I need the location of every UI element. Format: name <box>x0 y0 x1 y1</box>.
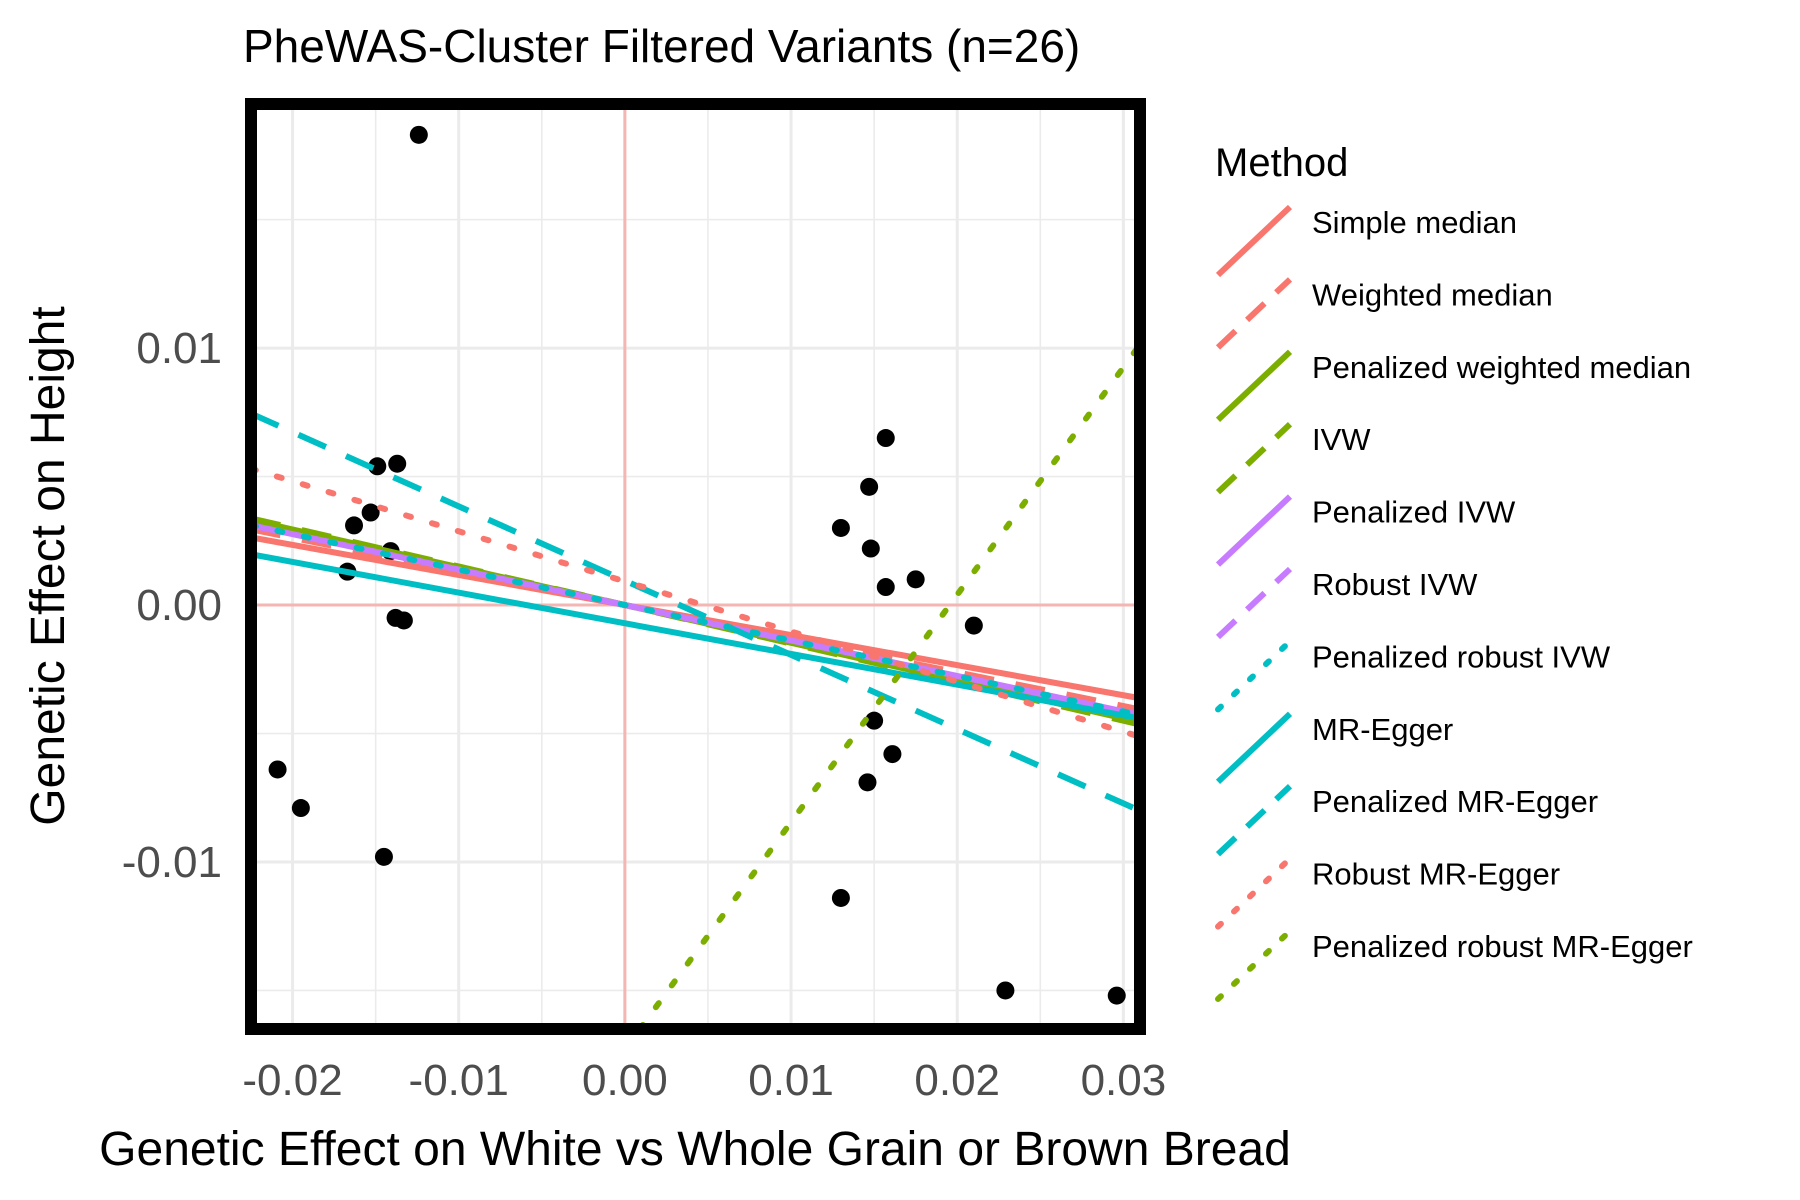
legend-item: Simple median <box>1215 204 1517 278</box>
legend-key <box>1215 494 1293 567</box>
fit-lines <box>248 341 1143 1032</box>
legend-key <box>1215 204 1293 278</box>
data-point <box>394 611 413 630</box>
y-tick-label: -0.01 <box>122 838 222 887</box>
fit-line-weighted-median <box>250 526 1141 713</box>
data-point <box>831 888 850 907</box>
x-tick-label: -0.01 <box>409 1056 509 1105</box>
legend-label: Penalized robust IVW <box>1312 639 1611 674</box>
legend-item: Penalized MR-Egger <box>1215 784 1598 857</box>
data-point <box>268 760 287 779</box>
data-point <box>345 516 364 535</box>
data-point <box>865 711 884 730</box>
data-point <box>860 477 879 496</box>
legend: Method Simple median Weighted median Penal… <box>1215 141 1693 1002</box>
fit-line-penalized-robust-ivw <box>248 522 1143 718</box>
legend-label: MR-Egger <box>1312 712 1453 747</box>
x-tick-label: 0.01 <box>748 1056 834 1105</box>
legend-item: Weighted median <box>1215 277 1553 350</box>
legend-key <box>1215 711 1293 784</box>
legend-label: Penalized IVW <box>1312 495 1516 530</box>
data-point <box>374 847 393 866</box>
legend-key <box>1215 422 1293 495</box>
reference-lines <box>251 104 1140 1029</box>
legend-label: Penalized weighted median <box>1312 350 1691 385</box>
legend-item: MR-Egger <box>1215 711 1453 784</box>
legend-label: Weighted median <box>1312 277 1553 312</box>
data-point <box>861 539 880 558</box>
data-point <box>883 745 902 764</box>
x-tick-label: 0.03 <box>1081 1056 1167 1105</box>
legend-key <box>1215 855 1293 930</box>
legend-item: Robust MR-Egger <box>1215 855 1560 930</box>
legend-key <box>1215 566 1293 640</box>
legend-key <box>1215 638 1293 713</box>
legend-label: Robust MR-Egger <box>1312 857 1560 892</box>
x-tick-label: 0.02 <box>914 1056 1000 1105</box>
legend-item: Penalized IVW <box>1215 494 1516 567</box>
legend-title: Method <box>1215 141 1348 185</box>
legend-label: Penalized MR-Egger <box>1312 784 1598 819</box>
x-tick-label: -0.02 <box>242 1056 342 1105</box>
data-point <box>858 773 877 792</box>
plot-frame <box>245 98 1146 1035</box>
fit-line-robust-mr-egger <box>248 465 1143 740</box>
data-points <box>268 125 1126 1005</box>
data-point <box>409 125 428 144</box>
data-point <box>876 429 895 448</box>
legend-key <box>1215 928 1293 1002</box>
y-tick-label: 0.01 <box>136 324 222 373</box>
legend-item: Penalized robust MR-Egger <box>1215 928 1693 1002</box>
chart-title: PheWAS-Cluster Filtered Variants (n=26) <box>243 20 1080 72</box>
x-tick-label: 0.00 <box>582 1056 668 1105</box>
legend-item: Penalized robust IVW <box>1215 638 1611 713</box>
legend-label: Robust IVW <box>1312 567 1478 602</box>
data-point <box>291 799 310 818</box>
data-point <box>831 518 850 537</box>
data-point <box>368 457 387 476</box>
data-point <box>361 503 380 522</box>
legend-label: Penalized robust MR-Egger <box>1312 929 1693 964</box>
data-point <box>876 578 895 597</box>
fit-line-penalized-mr-egger <box>249 410 1142 814</box>
legend-item: Robust IVW <box>1215 566 1478 640</box>
data-point <box>906 570 925 589</box>
data-point <box>388 454 407 473</box>
fit-line-mr-egger <box>250 551 1141 722</box>
legend-item: IVW <box>1215 422 1371 495</box>
legend-item: Penalized weighted median <box>1215 349 1691 422</box>
x-axis-title: Genetic Effect on White vs Whole Grain o… <box>99 1123 1291 1176</box>
fit-line-penalized-robust-mr-egger <box>636 341 1143 1032</box>
y-axis-title: Genetic Effect on Height <box>22 306 75 825</box>
legend-key <box>1215 349 1293 422</box>
legend-label: Simple median <box>1312 205 1517 240</box>
data-point <box>1107 986 1126 1005</box>
legend-label: IVW <box>1312 422 1371 457</box>
y-tick-label: 0.00 <box>136 581 222 630</box>
legend-key <box>1215 277 1293 350</box>
y-axis-ticks: -0.01 0.00 0.01 <box>122 324 222 887</box>
data-point <box>964 616 983 635</box>
legend-key <box>1215 784 1293 857</box>
grid <box>251 104 1140 1029</box>
data-point <box>996 981 1015 1000</box>
x-axis-ticks: -0.02 -0.01 0.00 0.01 0.02 0.03 <box>242 1056 1166 1105</box>
